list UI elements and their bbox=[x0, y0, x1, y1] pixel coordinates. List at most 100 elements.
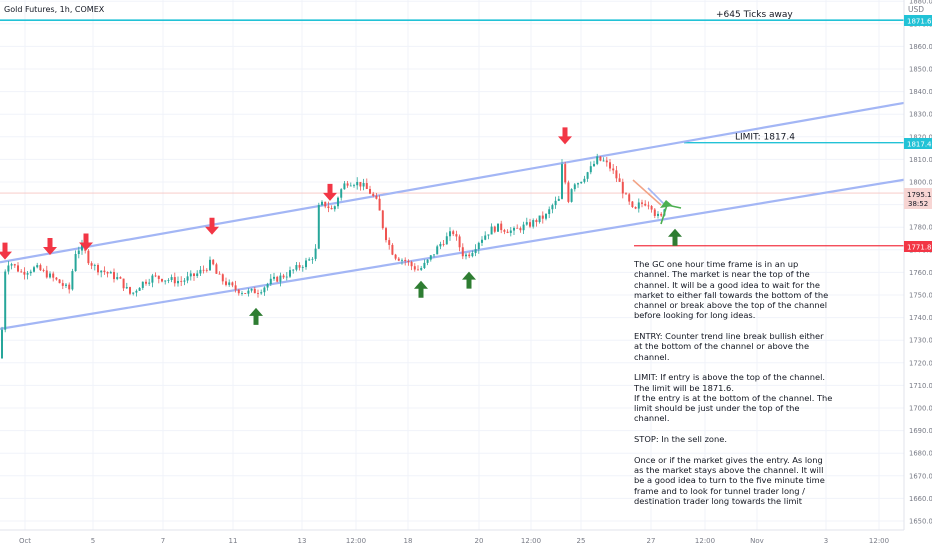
candle-body bbox=[602, 160, 605, 162]
candle-body bbox=[81, 244, 83, 251]
candle-body bbox=[481, 239, 483, 243]
candle-body bbox=[477, 242, 480, 250]
candle-body bbox=[285, 276, 288, 278]
candle-body bbox=[193, 273, 195, 276]
projection-path-icon bbox=[660, 204, 682, 225]
sell-arrow-icon bbox=[0, 242, 12, 260]
candle-body bbox=[148, 282, 151, 284]
candle-body bbox=[177, 280, 179, 284]
candle-body bbox=[452, 231, 455, 235]
candle-body bbox=[433, 254, 435, 256]
x-tick-label: 12:00 bbox=[346, 537, 366, 545]
candle-body bbox=[17, 265, 19, 272]
counter-trendline bbox=[632, 179, 662, 206]
candle-body bbox=[135, 290, 138, 293]
y-tick-label: 1650.0 bbox=[909, 518, 932, 526]
candle-body bbox=[369, 188, 371, 194]
candle-body bbox=[468, 254, 471, 257]
candle-body bbox=[439, 243, 442, 247]
candle-body bbox=[209, 259, 211, 271]
x-tick-label: 25 bbox=[577, 537, 586, 545]
candle-body bbox=[522, 224, 525, 231]
candle-body bbox=[212, 259, 215, 265]
candle-body bbox=[55, 277, 58, 280]
candle-body bbox=[535, 220, 538, 223]
candle-body bbox=[42, 270, 45, 271]
candle-body bbox=[164, 280, 167, 282]
note-paragraph: ENTRY: Counter trend line break bullish … bbox=[634, 331, 824, 362]
candle-body bbox=[289, 270, 291, 277]
candle-body bbox=[525, 222, 528, 225]
note-paragraph: The GC one hour time frame is in an up c… bbox=[634, 259, 829, 321]
candle-body bbox=[237, 289, 240, 294]
buy-arrow-icon bbox=[668, 228, 682, 246]
candle-body bbox=[573, 184, 576, 190]
candle-body bbox=[631, 201, 634, 207]
y-tick-label: 1700.0 bbox=[909, 405, 932, 413]
last-price-tag-label: 1795.1 bbox=[907, 191, 932, 199]
counter-trendline-blue bbox=[647, 187, 665, 205]
candle-body bbox=[13, 264, 16, 266]
y-tick-label: 1860.0 bbox=[909, 43, 932, 51]
y-tick-label: 1800.0 bbox=[909, 179, 932, 187]
candle-body bbox=[97, 265, 99, 273]
candle-body bbox=[567, 182, 570, 202]
candle-body bbox=[381, 210, 384, 229]
candle-body bbox=[529, 222, 531, 227]
candle-body bbox=[196, 273, 199, 276]
candle-body bbox=[52, 273, 55, 278]
candle-body bbox=[154, 275, 157, 277]
candle-body bbox=[308, 259, 311, 261]
candle-body bbox=[138, 287, 141, 291]
stop-level-tag bbox=[904, 241, 932, 252]
x-tick-label: 13 bbox=[298, 537, 307, 545]
candle-body bbox=[228, 282, 231, 285]
candle-body bbox=[343, 183, 346, 190]
candle-body bbox=[401, 259, 403, 261]
candle-body bbox=[637, 202, 640, 209]
y-tick-label: 1820.0 bbox=[909, 133, 932, 141]
candle-body bbox=[1, 329, 3, 359]
candle-body bbox=[49, 273, 51, 278]
x-tick-label: 3 bbox=[824, 537, 828, 545]
candle-body bbox=[170, 277, 173, 280]
x-tick-label: 5 bbox=[91, 537, 95, 545]
candle-body bbox=[429, 255, 432, 260]
candle-body bbox=[577, 183, 579, 185]
candle-body bbox=[413, 266, 416, 270]
candle-body bbox=[141, 281, 144, 288]
candle-body bbox=[618, 178, 621, 182]
y-tick-label: 1750.0 bbox=[909, 292, 932, 300]
time-ticks: Oct 5 7 11 13 12:00 18 20 12:00 25 27 12:00 Nov 3 12:0… bbox=[19, 537, 889, 545]
y-tick-label: 1690.0 bbox=[909, 427, 932, 435]
candle-body bbox=[244, 293, 247, 294]
candle-body bbox=[180, 280, 183, 282]
price-tags: 1871.6 1817.4 1795.1 38:52 1771.8 bbox=[904, 15, 932, 252]
candle-body bbox=[500, 223, 503, 231]
candle-body bbox=[538, 215, 541, 223]
candle-body bbox=[173, 277, 176, 284]
candle-body bbox=[394, 254, 397, 259]
x-tick-label: Nov bbox=[750, 537, 764, 545]
price-ticks: 1650.0 1660.0 1670.0 1680.0 1690.0 1700.0 1710… bbox=[909, 0, 932, 526]
candle-body bbox=[359, 181, 362, 187]
last-price-tag bbox=[904, 188, 932, 209]
candle-body bbox=[660, 213, 663, 216]
sell-arrow-icon bbox=[79, 233, 93, 251]
arrow-markers bbox=[0, 127, 682, 325]
candle-body bbox=[356, 181, 359, 186]
candle-body bbox=[621, 181, 624, 194]
candle-body bbox=[353, 185, 355, 187]
candle-body bbox=[391, 244, 394, 255]
candle-body bbox=[445, 236, 448, 245]
analysis-note: The GC one hour time frame is in an up c… bbox=[634, 259, 834, 506]
candle-body bbox=[385, 228, 387, 241]
horizontal-levels bbox=[0, 19, 904, 247]
candle-body bbox=[116, 277, 119, 280]
limit-label: LIMIT: 1817.4 bbox=[735, 133, 795, 143]
grid bbox=[0, 0, 904, 530]
candle-body bbox=[10, 264, 13, 266]
candle-body bbox=[605, 160, 608, 163]
candle-body bbox=[449, 231, 451, 237]
